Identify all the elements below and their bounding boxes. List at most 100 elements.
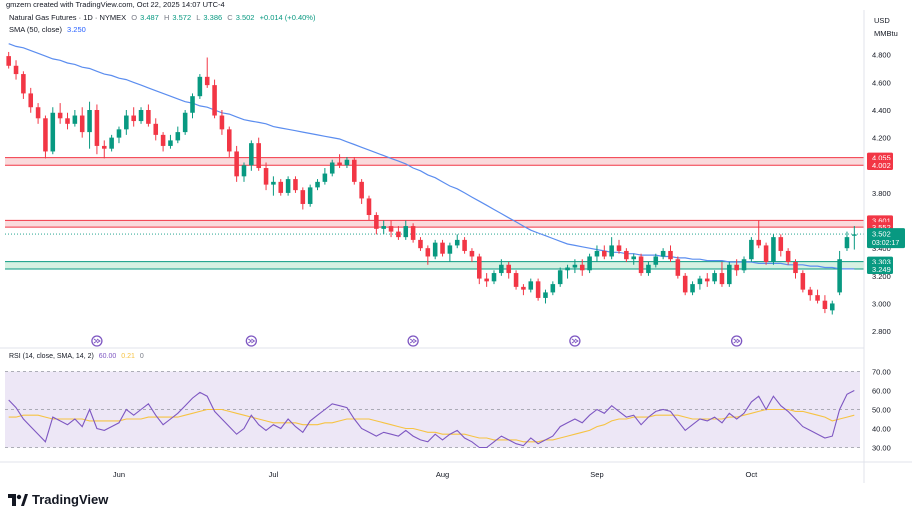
candle-body[interactable]: [440, 242, 445, 254]
symbol-title[interactable]: Natural Gas Futures · 1D · NYMEX: [9, 13, 127, 22]
candle-body[interactable]: [263, 168, 269, 185]
candle[interactable]: [785, 248, 791, 265]
candle[interactable]: [594, 245, 600, 262]
candle[interactable]: [374, 212, 379, 235]
candle-body[interactable]: [454, 239, 460, 246]
event-marker-icon[interactable]: [569, 335, 581, 347]
candle-body[interactable]: [778, 237, 784, 251]
candle[interactable]: [109, 134, 114, 152]
candle-body[interactable]: [160, 134, 166, 146]
candle[interactable]: [778, 234, 784, 257]
candle-body[interactable]: [219, 115, 225, 130]
price-badge[interactable]: 4.002: [867, 159, 893, 170]
price-axis[interactable]: 4.8004.6004.4004.2004.0003.8003.6003.400…: [867, 51, 905, 336]
candle-body[interactable]: [94, 110, 100, 146]
candle[interactable]: [462, 237, 467, 254]
candle-body[interactable]: [535, 281, 541, 298]
candle-body[interactable]: [771, 237, 776, 262]
candle[interactable]: [432, 239, 438, 260]
candle-body[interactable]: [256, 143, 261, 169]
candle[interactable]: [249, 140, 254, 171]
candle[interactable]: [396, 226, 401, 240]
candle-body[interactable]: [572, 264, 578, 268]
candle[interactable]: [87, 101, 92, 149]
candle-body[interactable]: [844, 237, 850, 249]
candle-body[interactable]: [234, 151, 239, 177]
candle-body[interactable]: [741, 259, 747, 271]
candle[interactable]: [352, 156, 357, 185]
candle-body[interactable]: [668, 250, 673, 260]
candle-body[interactable]: [469, 250, 475, 257]
candle[interactable]: [256, 137, 261, 171]
candle-body[interactable]: [521, 286, 526, 290]
candle[interactable]: [550, 281, 556, 296]
candle[interactable]: [690, 281, 695, 296]
candle[interactable]: [675, 256, 681, 279]
candle-body[interactable]: [543, 292, 548, 298]
candle-body[interactable]: [190, 96, 195, 113]
candle[interactable]: [116, 126, 122, 144]
candle-body[interactable]: [425, 248, 431, 257]
candle-body[interactable]: [315, 181, 320, 188]
candle-body[interactable]: [396, 231, 401, 238]
candle[interactable]: [763, 242, 769, 265]
candle-body[interactable]: [359, 181, 364, 199]
candle[interactable]: [403, 220, 409, 240]
candle[interactable]: [263, 162, 269, 191]
candle[interactable]: [712, 270, 717, 285]
candle-body[interactable]: [719, 273, 725, 285]
candle[interactable]: [197, 74, 203, 99]
candle[interactable]: [146, 104, 151, 127]
candle-body[interactable]: [506, 264, 511, 274]
candle-body[interactable]: [241, 165, 247, 177]
candle-body[interactable]: [484, 278, 489, 282]
candle[interactable]: [101, 140, 107, 159]
candle-body[interactable]: [182, 112, 188, 133]
candle[interactable]: [727, 262, 732, 287]
candle[interactable]: [425, 245, 431, 265]
candle-body[interactable]: [682, 275, 688, 293]
candle-body[interactable]: [271, 181, 276, 185]
candle[interactable]: [337, 154, 342, 169]
candle[interactable]: [366, 195, 372, 221]
candle-body[interactable]: [697, 278, 703, 285]
candle-body[interactable]: [528, 281, 534, 290]
rsi-label[interactable]: RSI (14, close, SMA, 14, 2): [9, 353, 94, 360]
rsi-pane[interactable]: 70.00 60.00 50.00 40.00 30.00: [5, 368, 891, 453]
tradingview-brand[interactable]: TradingView: [8, 492, 108, 507]
candle[interactable]: [153, 118, 159, 141]
candle-body[interactable]: [631, 256, 636, 260]
candle[interactable]: [631, 253, 636, 265]
candle-body[interactable]: [602, 250, 607, 257]
candle[interactable]: [660, 248, 666, 260]
candle[interactable]: [749, 237, 754, 262]
candle-body[interactable]: [660, 250, 666, 257]
candle[interactable]: [344, 156, 350, 169]
candle-body[interactable]: [366, 198, 372, 216]
candle[interactable]: [646, 262, 651, 276]
candle-body[interactable]: [307, 187, 313, 204]
candle-body[interactable]: [550, 284, 556, 293]
candle-body[interactable]: [337, 162, 342, 166]
price-badge[interactable]: 3.249: [867, 264, 893, 275]
candle-body[interactable]: [807, 289, 813, 296]
candle-body[interactable]: [124, 115, 129, 130]
candle[interactable]: [410, 223, 416, 243]
candle-body[interactable]: [168, 140, 173, 146]
candle[interactable]: [307, 184, 313, 207]
candle-body[interactable]: [50, 112, 56, 152]
candle-body[interactable]: [587, 256, 592, 271]
candle-body[interactable]: [109, 137, 114, 149]
candle[interactable]: [653, 253, 659, 268]
symbol-legend[interactable]: Natural Gas Futures · 1D · NYMEX O 3.487 …: [9, 13, 318, 22]
candle-body[interactable]: [381, 226, 386, 229]
candle-body[interactable]: [616, 245, 622, 251]
candle-body[interactable]: [131, 115, 136, 122]
candle-body[interactable]: [829, 303, 835, 311]
candle-body[interactable]: [293, 179, 298, 191]
candle[interactable]: [447, 242, 453, 262]
candle[interactable]: [65, 112, 70, 130]
candle[interactable]: [565, 264, 570, 279]
candle-body[interactable]: [227, 129, 232, 152]
